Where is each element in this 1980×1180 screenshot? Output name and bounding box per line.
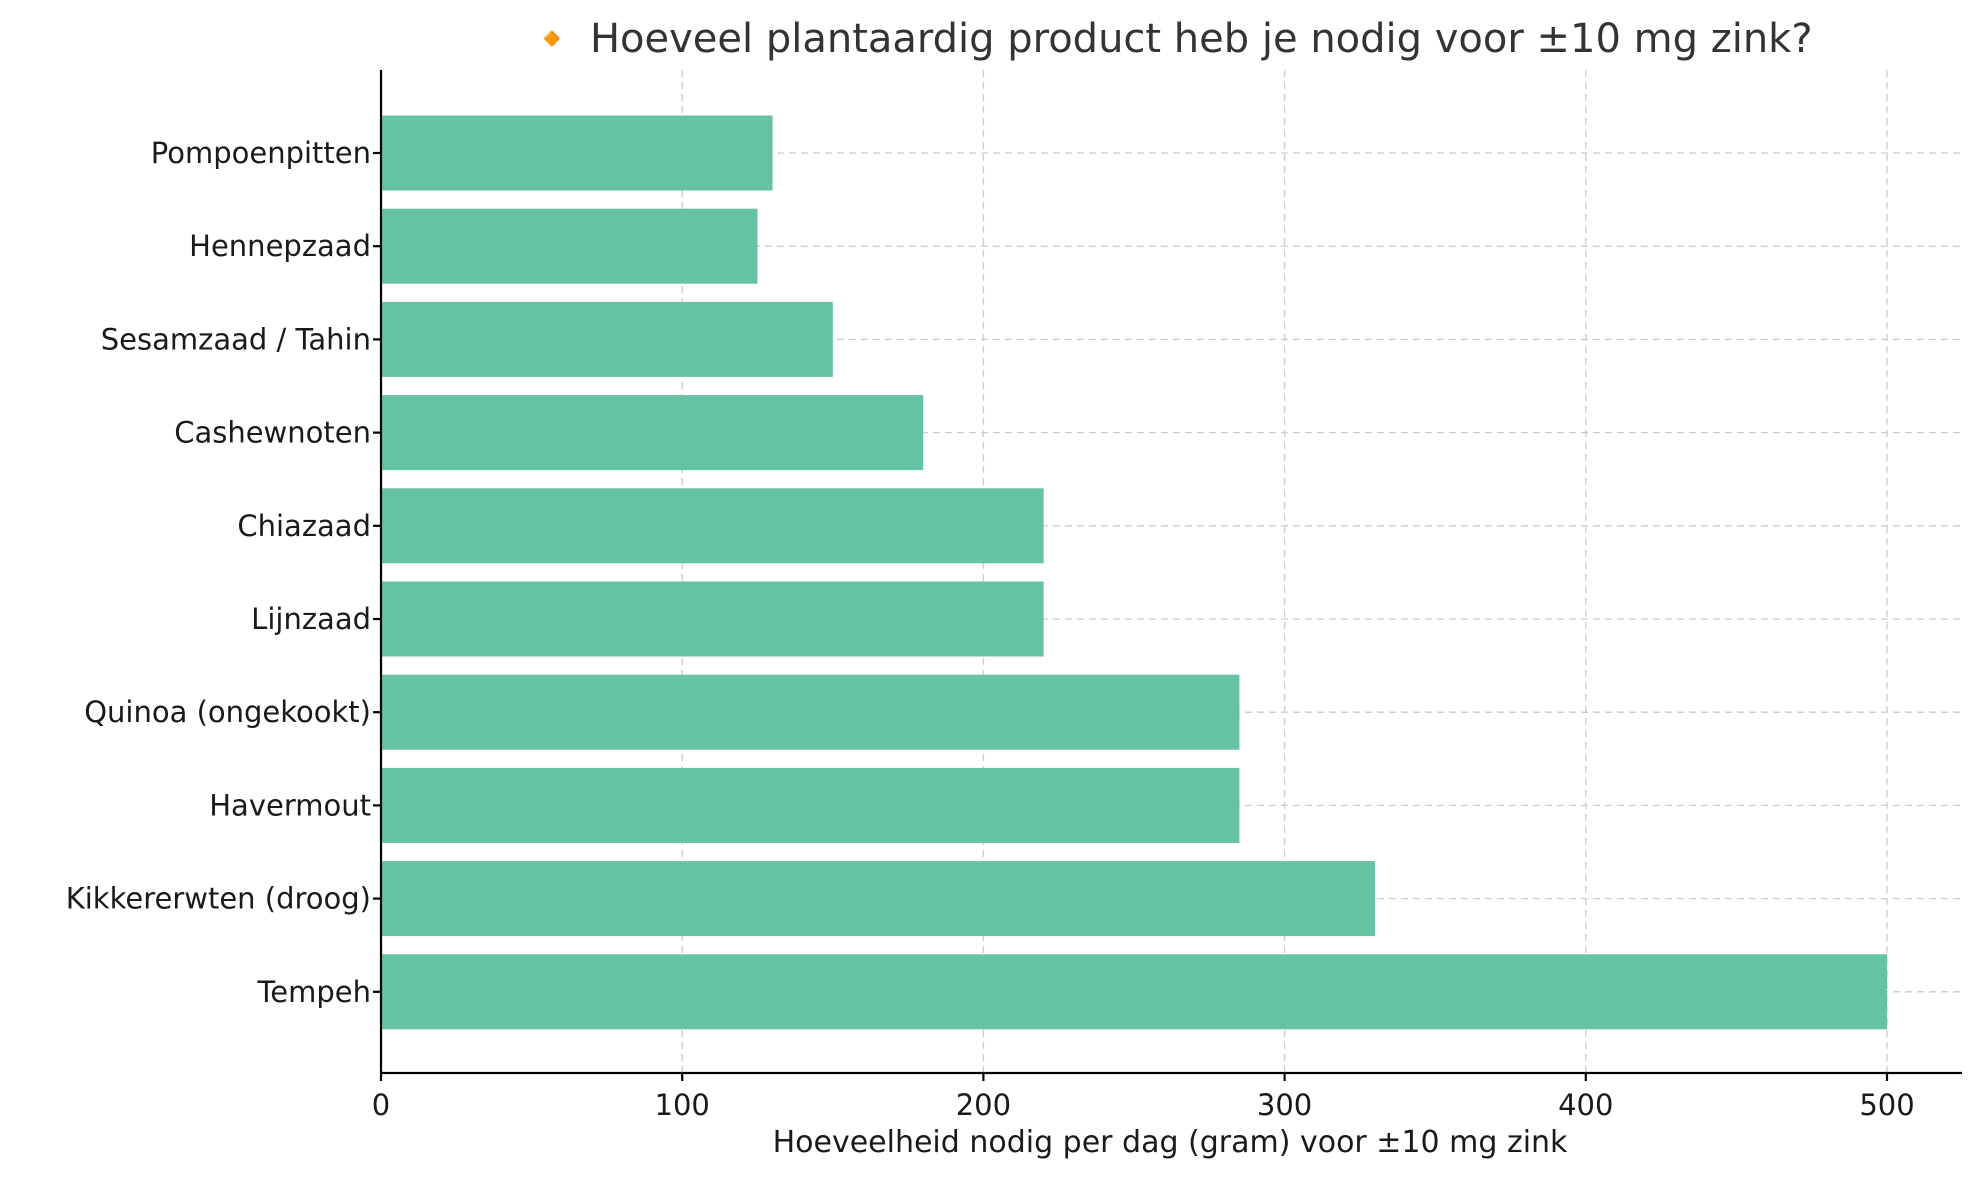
x-tick-labels: 0 100 200 300 400 500 bbox=[372, 1088, 1915, 1122]
bar-tempeh bbox=[381, 954, 1887, 1030]
category-label: Havermout bbox=[209, 788, 371, 822]
x-axis-label: Hoeveelheid nodig per dag (gram) voor ±1… bbox=[773, 1125, 1568, 1160]
x-tick-label: 0 bbox=[372, 1088, 390, 1122]
category-label: Tempeh bbox=[256, 975, 371, 1009]
category-label: Kikkererwten (droog) bbox=[66, 882, 371, 916]
category-labels: Pompoenpitten Hennepzaad Sesamzaad / Tahin… bbox=[66, 136, 371, 1009]
x-tick-label: 400 bbox=[1558, 1088, 1613, 1122]
bar-kikkererwten-droog bbox=[381, 861, 1375, 937]
category-label: Hennepzaad bbox=[189, 229, 371, 263]
category-label: Sesamzaad / Tahin bbox=[101, 322, 371, 356]
category-label: Lijnzaad bbox=[251, 602, 371, 636]
category-label: Pompoenpitten bbox=[151, 136, 371, 170]
category-label: Cashewnoten bbox=[174, 416, 371, 450]
bar-havermout bbox=[381, 767, 1240, 843]
category-label: Chiazaad bbox=[237, 509, 371, 543]
x-tick-label: 300 bbox=[1257, 1088, 1312, 1122]
bar-cashewnoten bbox=[381, 395, 924, 471]
bar-hennepzaad bbox=[381, 208, 758, 284]
bar-lijnzaad bbox=[381, 581, 1044, 657]
x-tick-label: 200 bbox=[956, 1088, 1011, 1122]
x-tick-label: 100 bbox=[655, 1088, 710, 1122]
bar-quinoa-ongekookt bbox=[381, 674, 1240, 750]
x-tick-label: 500 bbox=[1859, 1088, 1914, 1122]
category-label: Quinoa (ongekookt) bbox=[84, 695, 371, 729]
bar-pompoenpitten bbox=[381, 115, 773, 191]
chart-title: 🔸 Hoeveel plantaardig product heb je nod… bbox=[527, 16, 1812, 62]
axes bbox=[373, 70, 1962, 1081]
bar-chiazaad bbox=[381, 488, 1044, 564]
bar-sesamzaad-tahin bbox=[381, 301, 833, 377]
bars bbox=[381, 115, 1887, 1030]
